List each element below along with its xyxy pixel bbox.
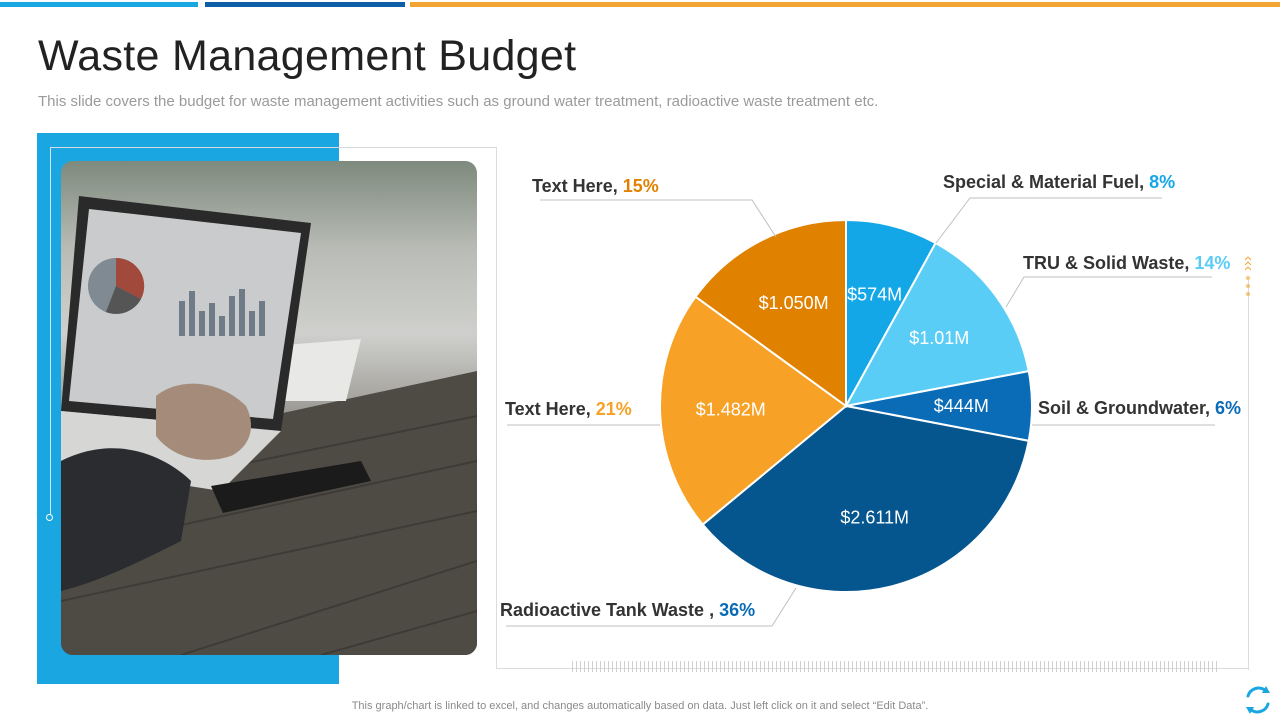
slice-category-label: Text Here, 15% — [532, 176, 659, 196]
slice-category-label: Soil & Groundwater, 6% — [1038, 398, 1241, 418]
slice-category-label: Radioactive Tank Waste , 36% — [500, 600, 755, 620]
laptop-photo-illustration — [61, 196, 477, 655]
pie-slice — [845, 218, 937, 407]
top-accent-bar-2 — [205, 2, 405, 7]
slice-value-label: $2.611M — [840, 508, 909, 528]
slice-value-label: $1.050M — [759, 293, 829, 313]
slice-value-label: $444M — [934, 396, 989, 416]
slice-value-label: $1.482M — [696, 400, 766, 420]
frame-line-left — [50, 147, 51, 515]
refresh-icon[interactable] — [1240, 682, 1276, 718]
top-accent-bar-1 — [0, 2, 198, 7]
slice-value-label: $1.01M — [909, 328, 969, 348]
leader-line — [506, 587, 797, 627]
slide-subtitle: This slide covers the budget for waste m… — [38, 93, 879, 110]
pie-slice — [694, 218, 847, 408]
slide-title: Waste Management Budget — [38, 32, 577, 80]
chevron-marker-icon — [1244, 256, 1252, 296]
slice-category-label: Text Here, 21% — [505, 399, 632, 419]
laptop-photo — [61, 161, 477, 655]
slice-category-label: TRU & Solid Waste, 14% — [1023, 253, 1230, 273]
leader-line — [935, 197, 1162, 244]
leader-line — [540, 199, 777, 238]
frame-tick-strip — [572, 661, 1220, 672]
pie-slice — [701, 404, 1030, 593]
pie-slice — [659, 295, 848, 526]
pie-slice — [844, 241, 1030, 408]
slice-category-label: Special & Material Fuel, 8% — [943, 172, 1175, 192]
leader-line — [1005, 276, 1212, 308]
chart-frame-right-line — [1248, 280, 1249, 670]
top-accent-bar-3 — [410, 2, 1280, 7]
slice-value-label: $574M — [847, 284, 902, 304]
frame-line-top — [50, 147, 496, 148]
frame-dot — [46, 514, 53, 521]
footnote: This graph/chart is linked to excel, and… — [351, 700, 929, 712]
